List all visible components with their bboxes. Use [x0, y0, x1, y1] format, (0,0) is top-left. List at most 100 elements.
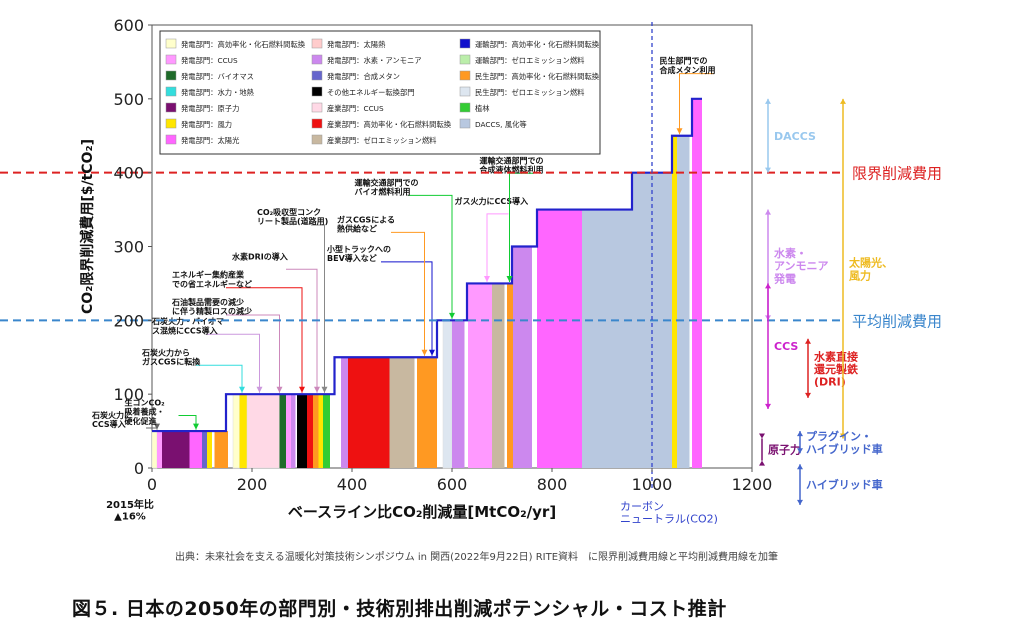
- annotation-arrow: [256, 386, 263, 393]
- annotation-label: 生コンCO₂ 吸着養成・硬化促進: [125, 397, 166, 425]
- side-band-arrow-bottom: [840, 433, 846, 439]
- y-tick-label: 100: [113, 385, 144, 404]
- bar: [313, 394, 319, 468]
- legend-swatch: [311, 118, 323, 129]
- y-tick-label: 400: [113, 164, 144, 183]
- annotation-label: 石炭火力からガスCGSに転換: [141, 347, 201, 366]
- legend-swatch: [311, 86, 323, 97]
- side-band-label: プラグイン・ハイブリッド車: [806, 429, 883, 456]
- legend-item-label: DACCS, 風化等: [475, 120, 527, 129]
- legend-item-label: 産業部門：ゼロエミッション燃料: [327, 136, 437, 145]
- bar: [417, 357, 437, 468]
- annotation-label: エネルギー集約産業での省エネルギーなど: [172, 270, 252, 289]
- bar: [291, 394, 296, 468]
- side-band-arrow-bottom: [759, 433, 765, 439]
- legend-item-label: 発電部門：CCUS: [181, 56, 238, 65]
- bar: [189, 431, 202, 468]
- side-band-label: 水素・アンモニア発電: [773, 246, 829, 285]
- baseline-note: 2015年比▲16%: [106, 498, 154, 523]
- x-tick-label: 800: [537, 475, 568, 494]
- legend-swatch: [311, 102, 323, 113]
- side-band-arrow-bottom: [797, 448, 803, 454]
- annotation-arrow: [276, 386, 283, 393]
- side-band-arrow-bottom: [765, 403, 771, 409]
- annotation-arrow: [449, 312, 455, 319]
- annotation-arrow: [239, 386, 245, 393]
- annotation-label: 運輸交通部門でのバイオ燃料利用: [355, 177, 419, 196]
- annotation-label: ガス火力にCCS導入: [455, 196, 529, 206]
- bar: [513, 246, 532, 468]
- bar: [279, 394, 286, 468]
- legend-item-label: 発電部門：バイオマス: [181, 72, 254, 81]
- annotation-label: 石油製品需要の減少に伴う精製ロスの減少: [171, 297, 252, 316]
- figure-title: 図５. 日本の2050年の部門別・技術別排出削減ポテンシャル・コスト推計: [72, 598, 727, 620]
- annotation-leader: [381, 261, 433, 356]
- legend-swatch: [311, 38, 323, 49]
- annotation-leader: [311, 224, 325, 393]
- bar: [323, 394, 330, 468]
- bar: [468, 283, 492, 468]
- side-band-arrow-top: [805, 338, 811, 344]
- annotation-arrow: [299, 386, 305, 393]
- bar: [492, 283, 505, 468]
- legend-item-label: 発電部門：水素・アンモニア: [327, 56, 422, 65]
- bar: [307, 394, 313, 468]
- bar: [214, 431, 228, 468]
- annotation-arrow: [429, 349, 435, 356]
- legend-swatch: [459, 102, 471, 113]
- annotation-arrow: [506, 275, 513, 282]
- bar: [389, 357, 415, 468]
- side-band-arrow-top: [797, 431, 803, 437]
- legend-item-label: 運輸部門：ゼロエミッション燃料: [475, 56, 585, 65]
- legend-swatch: [165, 134, 177, 145]
- x-tick-label: 1000: [632, 475, 673, 494]
- annotation-arrow: [314, 386, 320, 393]
- annotation-arrow: [321, 386, 328, 393]
- annotation-leader: [679, 73, 714, 135]
- legend-item-label: 発電部門：太陽熱: [327, 40, 386, 49]
- legend-swatch: [165, 86, 177, 97]
- legend-item-label: 産業部門：CCUS: [327, 104, 384, 113]
- y-tick-label: 600: [113, 16, 144, 35]
- bar: [692, 98, 702, 468]
- annotation-arrow: [421, 349, 428, 356]
- x-tick-label: 1200: [732, 475, 773, 494]
- y-tick-label: 500: [113, 90, 144, 109]
- legend-item-label: 民生部門：ゼロエミッション燃料: [475, 88, 585, 97]
- legend-swatch: [459, 86, 471, 97]
- legend-swatch: [311, 54, 323, 65]
- bar: [341, 357, 348, 468]
- carbon-neutral-label: カーボンニュートラル(CO2): [620, 500, 718, 526]
- x-tick-label: 600: [437, 475, 468, 494]
- y-axis-label: CO₂限界削減費用[$/tCO₂]: [79, 139, 96, 314]
- side-band-label: 太陽光、風力: [848, 256, 893, 283]
- bar: [286, 394, 291, 468]
- reference-line-label: 平均削減費用: [852, 312, 942, 330]
- bar: [162, 431, 190, 468]
- legend-swatch: [165, 118, 177, 129]
- legend-swatch: [165, 70, 177, 81]
- legend-swatch: [165, 38, 177, 49]
- annotation-leader: [286, 268, 318, 393]
- annotation-label: 運輸交通部門での合成液体燃料利用: [479, 155, 544, 174]
- legend-item-label: 発電部門：水力・地熱: [181, 88, 255, 97]
- side-band-label: DACCS: [774, 130, 816, 143]
- annotation-label: CO₂吸収型コンクリート製品(道路用): [257, 207, 328, 226]
- annotation-label: 石炭火力・バイオマス混焼にCCS導入: [151, 316, 224, 335]
- bar: [207, 431, 212, 468]
- annotation-label: 石炭火力に CCS導入: [91, 410, 132, 429]
- side-band-label: 水素直接還元製鉄(DRI): [814, 349, 859, 388]
- bar: [151, 430, 158, 469]
- bar: [246, 393, 280, 469]
- legend-swatch: [459, 118, 471, 129]
- annotation-leader: [391, 231, 425, 356]
- y-tick-label: 0: [134, 459, 144, 478]
- bar: [157, 431, 162, 468]
- legend-swatch: [459, 70, 471, 81]
- legend-swatch: [311, 134, 323, 145]
- side-band-label: CCS: [774, 340, 798, 353]
- bar: [582, 209, 632, 469]
- x-axis-label: ベースライン比CO₂削減量[MtCO₂/yr]: [288, 503, 556, 521]
- annotation-arrow: [676, 128, 683, 135]
